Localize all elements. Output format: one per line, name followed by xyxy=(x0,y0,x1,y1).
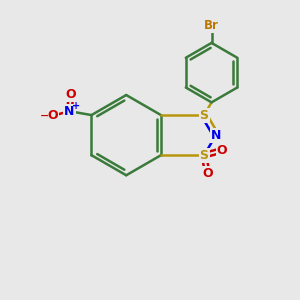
Text: +: + xyxy=(72,101,80,111)
Text: S: S xyxy=(200,109,208,122)
Text: −: − xyxy=(40,111,49,121)
Text: S: S xyxy=(200,149,208,162)
Text: O: O xyxy=(48,109,58,122)
Text: N: N xyxy=(64,105,75,118)
Text: O: O xyxy=(202,167,213,180)
Text: O: O xyxy=(66,88,76,100)
Text: O: O xyxy=(217,144,227,157)
Text: Br: Br xyxy=(204,19,219,32)
Text: N: N xyxy=(211,129,221,142)
